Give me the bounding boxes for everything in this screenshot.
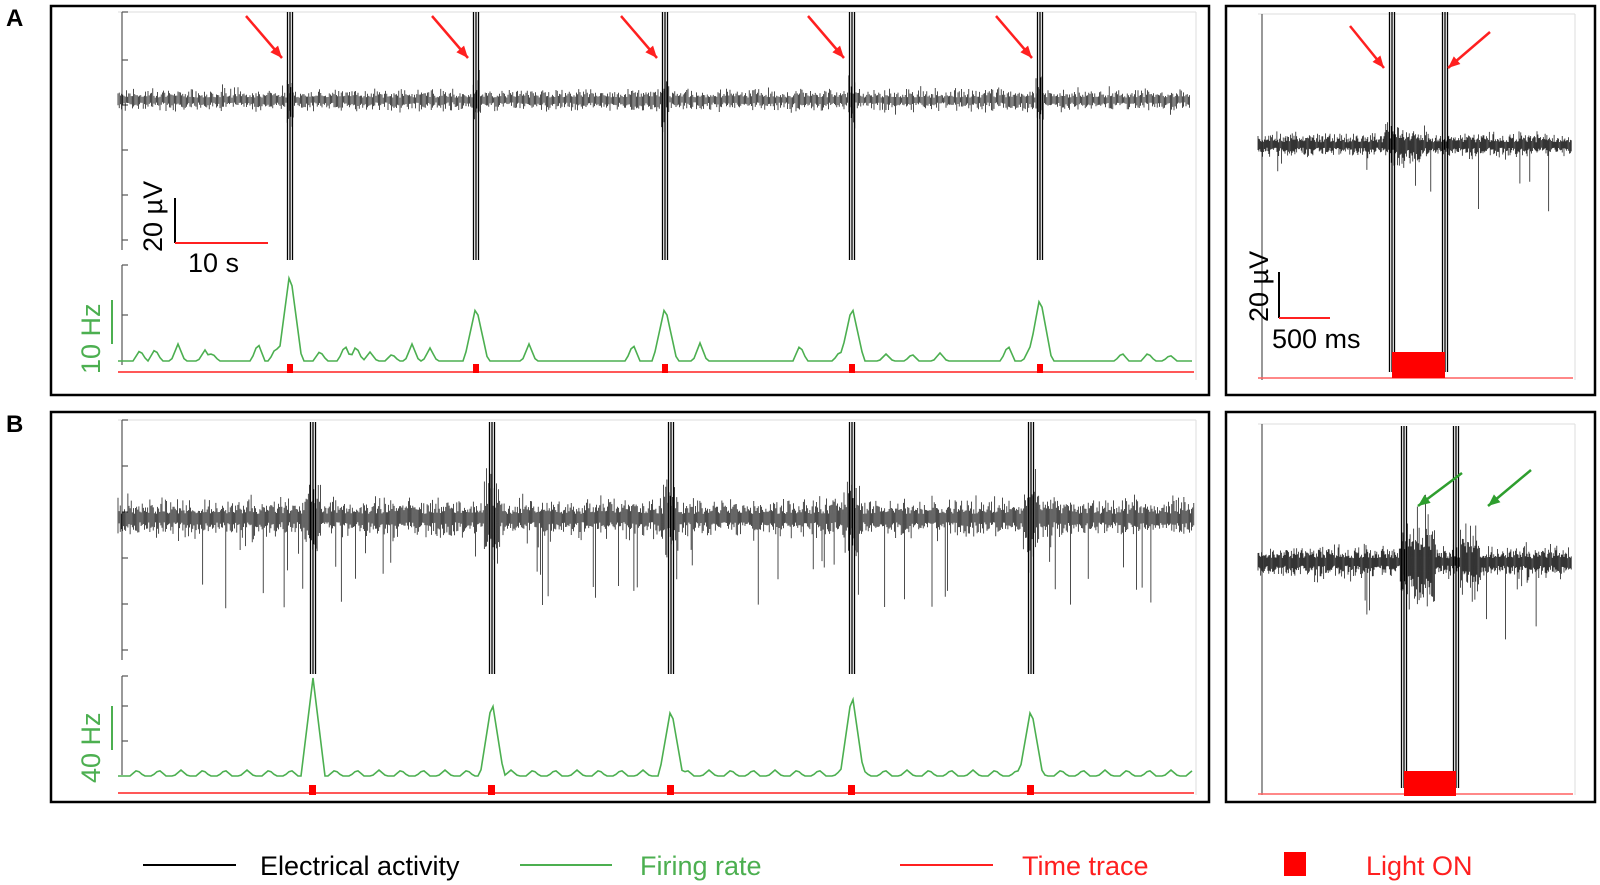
scale-label-voltage-a: 20 µV [138,181,168,252]
red-arrow-3-head [832,45,844,58]
green-arrow-zoom-left-head [1418,494,1431,506]
light-on-pulse-b-4 [1027,785,1034,795]
trace-a-zoom-noise [1257,122,1572,212]
green-arrow-zoom-right-head [1488,494,1501,506]
scale-label-time-a: 10 s [188,248,239,278]
light-on-pulse-b-zoom [1404,771,1456,796]
legend-label-firing-rate: Firing rate [640,851,762,881]
light-on-pulse-b-2 [667,785,674,795]
red-arrow-zoom-left-head [1372,55,1384,68]
light-on-pulse-a-zoom [1392,352,1445,378]
legend-label-time-trace: Time trace [1022,851,1149,881]
light-on-pulse-a-4 [1037,364,1043,373]
scale-label-time-a-zoom: 500 ms [1272,324,1361,354]
red-arrow-2-head [645,45,657,58]
left-axes [121,12,1263,795]
panel-letter-a: A [6,5,23,32]
panel-b-main-frame [49,410,1211,804]
trace-b-electrical-activity [117,422,1195,674]
scale-label-voltage-a-zoom: 20 µV [1244,251,1274,322]
light-on-pulse-a-2 [662,364,668,373]
trace-b-zoom-electrical-activity [1257,426,1572,788]
legend-label-electrical-activity: Electrical activity [260,851,460,881]
light-on-pulses [287,352,1456,796]
light-on-pulse-a-3 [849,364,855,373]
red-arrow-4-head [1020,45,1032,58]
light-on-pulse-a-1 [473,364,479,373]
trace-a-noise [117,70,1190,133]
light-on-pulse-b-0 [309,785,316,795]
light-on-pulse-b-1 [488,785,495,795]
red-arrow-0-head [270,45,282,58]
trace-a-electrical-activity [117,12,1190,260]
firing-rate-b [118,677,1193,777]
firing-rate-a [118,275,1192,363]
scale-label-rate-b: 40 Hz [76,712,106,783]
axis-ticks [122,11,128,742]
trace-a-zoom-electrical-activity [1257,12,1572,372]
legend-swatch-light-on [1284,852,1306,876]
panel-a-main-frame [49,4,1211,397]
light-on-pulse-a-0 [287,364,293,373]
red-arrow-zoom-right-head [1448,56,1461,68]
light-on-pulse-b-3 [848,785,855,795]
red-arrow-1-head [456,45,468,58]
scale-label-rate-a: 10 Hz [76,303,106,374]
trace-b-zoom-noise [1257,494,1572,640]
legend-label-light-on: Light ON [1366,851,1473,881]
inner-axes [118,11,1576,795]
panel-letter-b: B [6,411,23,438]
trace-b-noise [117,468,1195,609]
annotation-arrows [245,15,1532,507]
panel-a-zoom-frame [1224,4,1597,397]
panel-b-zoom-frame [1224,410,1597,804]
legend: Electrical activity Firing rate Time tra… [143,851,1473,881]
